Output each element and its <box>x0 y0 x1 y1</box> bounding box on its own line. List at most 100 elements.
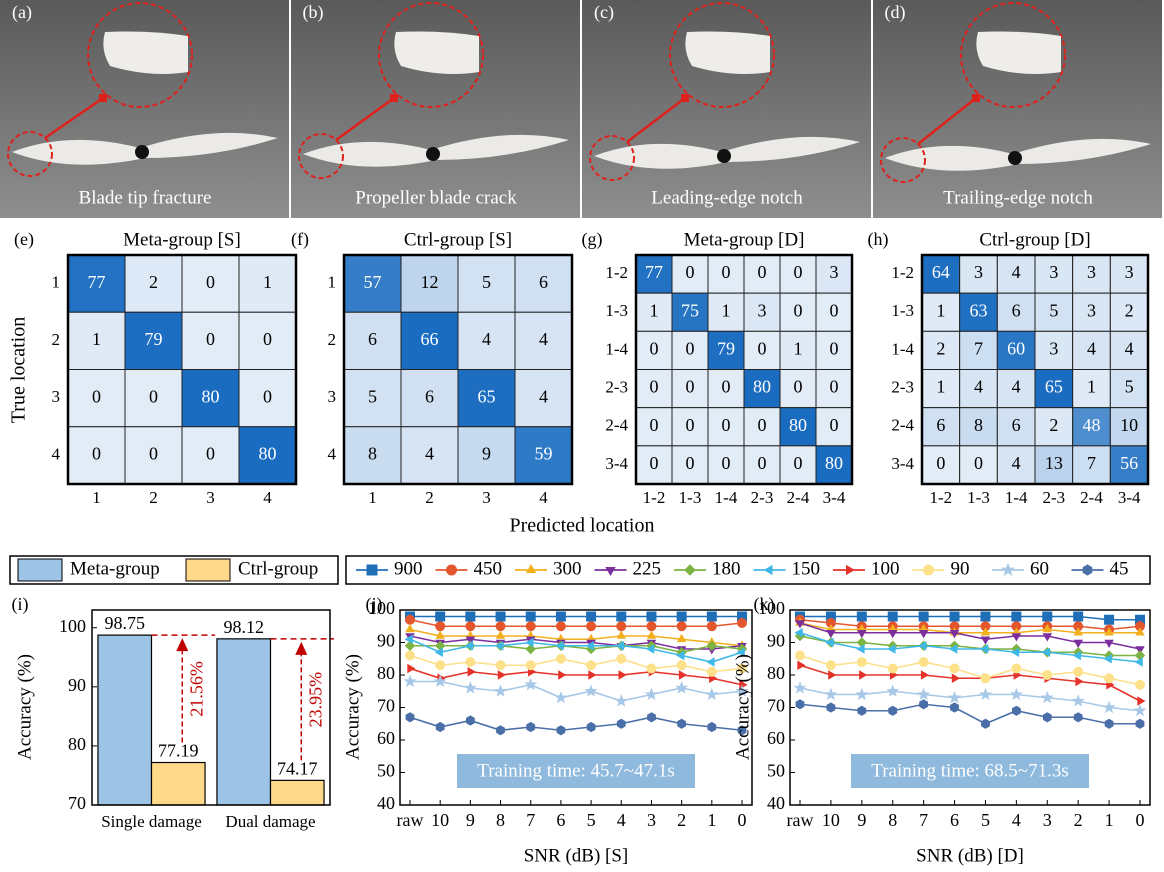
legend-marker <box>605 567 616 577</box>
heat-cell <box>996 407 1036 447</box>
cell-label: 6 <box>1012 300 1021 320</box>
point <box>495 630 506 639</box>
cell-label: 5 <box>1049 300 1058 320</box>
point <box>465 657 476 667</box>
heat-cell <box>815 369 853 409</box>
x-tick-label: 4 <box>263 488 272 507</box>
series-line <box>409 667 743 686</box>
series-line <box>409 638 743 663</box>
point <box>1104 673 1115 684</box>
point <box>1011 633 1022 642</box>
x-tick-label: 2-3 <box>1042 488 1065 507</box>
panel-label: (i) <box>12 594 29 615</box>
panel-label: (e) <box>14 229 34 250</box>
point <box>1134 657 1143 667</box>
x-tick-label: 1 <box>707 810 716 830</box>
heat-cell <box>124 369 183 428</box>
series-line <box>409 618 743 628</box>
y-tick-label: 1-3 <box>891 301 914 320</box>
x-tick-label: 4 <box>617 810 626 830</box>
zoom-big <box>960 2 1066 108</box>
point <box>586 660 597 671</box>
x-tick-label: 2 <box>677 810 686 830</box>
y-tick-label: 100 <box>758 598 785 618</box>
heat-cell <box>996 292 1036 332</box>
zoom-dot <box>681 94 689 102</box>
point <box>435 630 445 639</box>
point <box>795 620 805 629</box>
point <box>465 621 476 632</box>
heat-cell <box>124 311 183 370</box>
point <box>1040 690 1054 704</box>
x-tick-label: 3-4 <box>823 488 846 507</box>
cell-label: 0 <box>794 377 803 397</box>
point <box>584 684 598 697</box>
cell-label: 77 <box>88 272 106 292</box>
cell-label: 1 <box>263 272 272 292</box>
x-tick-label: 8 <box>888 810 897 830</box>
point <box>646 644 655 654</box>
point <box>1073 639 1083 648</box>
point <box>495 621 506 632</box>
zoom-small <box>589 135 635 181</box>
legend-marker <box>923 564 934 576</box>
legend-label: 180 <box>712 558 741 579</box>
point <box>980 673 991 684</box>
y-tick-label: 60 <box>377 728 395 748</box>
point <box>405 650 415 661</box>
y-tick-label: 2-3 <box>605 377 628 396</box>
cell-label: 0 <box>794 262 803 282</box>
x-tick-label: 4 <box>539 488 548 507</box>
series-line <box>409 628 743 647</box>
x-tick-label: 9 <box>466 810 475 830</box>
heat-cell <box>1072 292 1111 332</box>
y-tick-label: 60 <box>767 728 785 748</box>
point <box>737 725 747 736</box>
point <box>1011 663 1022 674</box>
chart-title: Ctrl-group [D] <box>979 229 1090 250</box>
cell-label: 0 <box>722 262 731 282</box>
point <box>676 621 687 632</box>
zoom-link <box>335 96 395 142</box>
point <box>856 657 867 667</box>
point <box>706 621 717 632</box>
cell-label: 0 <box>650 453 659 473</box>
cell-label: 0 <box>149 444 158 464</box>
heat-cell <box>343 369 402 428</box>
panel-label: (b) <box>303 2 324 23</box>
cell-label: 4 <box>539 386 548 406</box>
point <box>707 721 717 733</box>
heat-cell <box>743 254 781 294</box>
cell-label: 3 <box>1049 339 1058 359</box>
y-tick-label: 2-4 <box>891 416 914 435</box>
point <box>1135 646 1145 655</box>
y-tick-label: 90 <box>767 631 785 651</box>
heat-cell <box>779 407 817 447</box>
point <box>949 630 960 639</box>
cell-label: 3 <box>974 262 983 282</box>
point <box>616 611 627 622</box>
heat-cell <box>343 311 402 370</box>
legend-marker <box>1082 564 1093 576</box>
x-tick-label: 7 <box>526 810 535 830</box>
cell-label: 0 <box>722 453 731 473</box>
zoom-small <box>880 137 926 183</box>
y-tick-label: 1-4 <box>605 339 628 358</box>
hub <box>717 149 731 163</box>
point <box>1104 627 1114 636</box>
heat-cell <box>514 254 573 313</box>
point <box>555 611 566 622</box>
point <box>1042 670 1053 680</box>
point <box>495 611 506 622</box>
cell-label: 0 <box>686 453 695 473</box>
bar <box>216 638 272 806</box>
point <box>525 621 536 632</box>
heat-cell <box>400 426 459 485</box>
y-tick-label: 1 <box>52 273 61 292</box>
point <box>678 670 688 680</box>
x-tick-label: 8 <box>496 810 505 830</box>
point <box>644 687 658 701</box>
point <box>1133 703 1147 717</box>
cell-label: 2 <box>1049 415 1058 435</box>
point <box>795 699 805 710</box>
